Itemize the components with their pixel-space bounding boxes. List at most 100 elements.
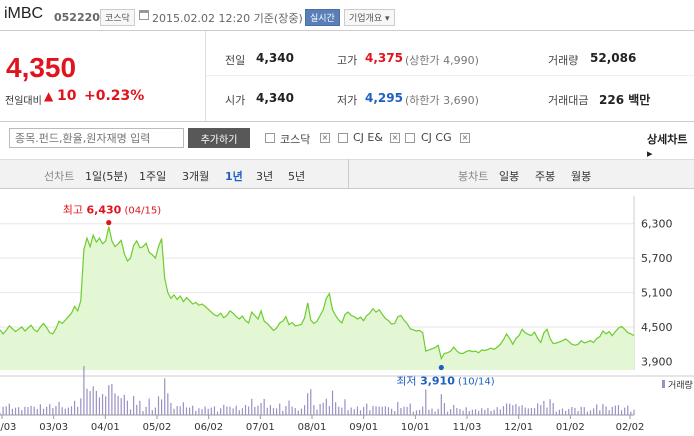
volume-bar [120, 398, 122, 415]
volume-bar [98, 397, 101, 415]
volume-bar [390, 408, 393, 415]
compare-label-kosdaq: 코스닥 [280, 133, 311, 146]
volume-bar [275, 408, 278, 415]
tab-1week[interactable]: 1주일 [139, 170, 167, 183]
volume-bar [257, 405, 259, 415]
price-line [0, 226, 635, 361]
volume-bar [30, 405, 32, 415]
tab-1day[interactable]: 1일(5분) [85, 170, 128, 183]
volume-bar [521, 405, 523, 415]
volume-bar [437, 408, 439, 415]
volume-bar [453, 405, 455, 415]
volume-bar [331, 390, 334, 415]
detail-chart-link[interactable]: 상세차트 ▸ [647, 133, 688, 160]
volume-bar [167, 393, 169, 415]
volume-bar [624, 407, 626, 415]
volume-bar [282, 410, 284, 415]
volume-bar [605, 406, 607, 415]
volume-bar [431, 408, 433, 415]
current-price: 4,350 [6, 52, 77, 83]
volume-bar [350, 407, 352, 415]
remove-cje-icon[interactable]: × [390, 133, 400, 143]
tab-5year[interactable]: 5년 [288, 170, 306, 183]
upper-limit: (상한가 4,990) [405, 54, 479, 67]
volume-bar [378, 406, 380, 415]
realtime-button[interactable]: 실시간 [305, 9, 340, 26]
tab-daily[interactable]: 일봉 [499, 170, 520, 183]
volume-bar [490, 410, 492, 415]
stock-code: 052220 [54, 11, 100, 24]
volume-bar [67, 407, 69, 415]
price-change-pct: +0.23% [84, 88, 145, 104]
prev-value: 4,340 [256, 51, 294, 65]
volume-bar [592, 408, 595, 415]
volume-bar [310, 389, 312, 415]
volume-bar [425, 389, 427, 415]
volume-bar [55, 405, 57, 415]
remove-kosdaq-icon[interactable]: × [320, 133, 330, 143]
volume-bar [440, 394, 442, 415]
volume-bar [375, 406, 377, 415]
compare-search-input[interactable] [9, 128, 184, 148]
volume-bar [145, 406, 147, 415]
volume-bar [235, 405, 237, 415]
remove-cjcg-icon[interactable]: × [460, 133, 470, 143]
volume-bar [577, 410, 579, 415]
volume-bar [465, 407, 467, 415]
volume-bar [291, 406, 293, 415]
tab-divider [348, 159, 349, 189]
volume-bar [154, 407, 156, 415]
line-chart-heading: 선차트 [44, 170, 75, 183]
volume-bar [533, 408, 536, 415]
volume-bar [64, 408, 66, 415]
volume-bar [415, 410, 418, 415]
volume-bar [347, 410, 349, 415]
stats-bottom-divider [0, 121, 694, 122]
tab-3month[interactable]: 3개월 [182, 170, 210, 183]
add-compare-button[interactable]: 추가하기 [188, 128, 250, 148]
tab-weekly[interactable]: 주봉 [535, 170, 556, 183]
y-tick-label: 5,700 [641, 252, 673, 265]
y-tick-label: 3,900 [641, 355, 673, 368]
chart-tab-bar [0, 159, 694, 189]
volume-bar [254, 406, 256, 415]
volume-bar [456, 408, 458, 415]
volume-bar [583, 407, 585, 415]
volume-bar [307, 393, 309, 415]
volume-bar [213, 406, 216, 415]
volume-bar [269, 405, 271, 415]
volume-bar [313, 405, 315, 415]
volume-bar [406, 406, 408, 415]
volume-bar [244, 404, 247, 415]
volume-bar [8, 403, 10, 415]
volume-bar [484, 409, 486, 415]
volume-bar [195, 410, 197, 415]
volume-bar [359, 410, 362, 415]
tab-3year[interactable]: 3년 [256, 170, 274, 183]
volume-bar [70, 406, 73, 415]
candle-chart-heading: 봉차트 [458, 170, 489, 183]
compare-label-cjcg: CJ CG [421, 131, 452, 144]
compare-checkbox-kosdaq[interactable] [265, 133, 275, 143]
tab-monthly[interactable]: 월봉 [571, 170, 592, 183]
volume-bar [11, 408, 14, 415]
volume-bar [182, 402, 184, 415]
tab-1year[interactable]: 1년 [225, 170, 243, 183]
corp-info-dropdown[interactable]: 기업개요 ▾ [344, 9, 395, 26]
volume-bar [530, 407, 533, 415]
volume-bar [384, 406, 386, 415]
volume-bar [546, 407, 548, 415]
volume-bar [502, 406, 505, 415]
volume-bar [36, 409, 38, 415]
volume-bar [83, 366, 85, 415]
volume-bar [565, 410, 567, 415]
volume-bar [474, 409, 477, 415]
compare-checkbox-cje[interactable] [338, 133, 348, 143]
volume-bar [241, 408, 244, 415]
volume-bar [586, 411, 588, 415]
x-tick-label: 08/01 [298, 422, 327, 433]
volume-bar [272, 408, 275, 415]
volume-bar [543, 400, 545, 415]
compare-checkbox-cjcg[interactable] [405, 133, 415, 143]
x-tick-label: 03/03 [39, 422, 68, 433]
